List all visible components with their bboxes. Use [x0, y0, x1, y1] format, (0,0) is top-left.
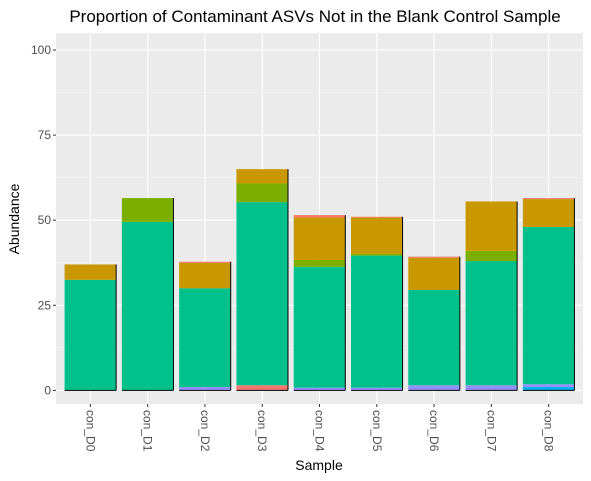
bar-segment — [64, 279, 117, 391]
x-tick-label: con_D2 — [198, 410, 212, 452]
bar-segment — [522, 227, 575, 385]
bar-segment — [236, 183, 288, 203]
x-tick-label: con_D6 — [427, 410, 441, 452]
bar-segment — [522, 199, 575, 228]
bar-segment — [121, 221, 174, 391]
x-axis-title: Sample — [295, 457, 343, 473]
bar-segment — [351, 255, 403, 388]
bar-segment — [408, 257, 460, 290]
bars — [64, 169, 575, 391]
bar-segment — [236, 169, 288, 184]
y-tick-label: 75 — [38, 128, 52, 142]
bar-segment — [179, 261, 231, 263]
bar-segment — [351, 253, 403, 256]
bar-segment — [408, 289, 460, 386]
bar-segment — [236, 202, 288, 386]
bar-segment — [293, 387, 346, 391]
bar-segment — [351, 217, 403, 254]
bar-segment — [351, 216, 403, 218]
bar-segment — [465, 385, 518, 391]
bar-segment — [293, 217, 346, 261]
bar-segment — [408, 385, 460, 391]
y-tick-label: 50 — [38, 213, 52, 227]
x-tick-label: con_D0 — [83, 410, 97, 452]
chart-title: Proportion of Contaminant ASVs Not in th… — [69, 7, 560, 26]
y-tick-label: 100 — [31, 43, 51, 57]
bar-segment — [293, 266, 346, 388]
y-tick-label: 25 — [38, 298, 52, 312]
bar-segment — [522, 198, 575, 200]
bar-segment — [465, 201, 518, 251]
y-axis-title: Abundance — [6, 183, 22, 254]
x-tick-label: con_D7 — [484, 410, 498, 452]
bar-segment — [465, 261, 518, 386]
bar-segment — [64, 264, 117, 280]
bar-segment — [293, 215, 346, 218]
x-tick-label: con_D4 — [313, 410, 327, 452]
x-tick-label: con_D1 — [141, 410, 155, 452]
y-axis-ticks: 0 25 50 75 100 — [31, 43, 56, 397]
bar-segment — [179, 386, 231, 391]
bar-segment — [121, 198, 174, 222]
bar-segment — [293, 260, 346, 267]
bar-segment — [465, 250, 518, 262]
bar-segment — [522, 384, 575, 387]
x-tick-label: con_D8 — [542, 410, 556, 452]
bar-segment — [179, 288, 231, 387]
bar-segment — [351, 387, 403, 391]
bar-segment — [408, 256, 460, 258]
bar-segment — [236, 385, 288, 391]
bar-segment — [522, 386, 575, 391]
y-tick-label: 0 — [44, 383, 51, 397]
x-axis-ticks: con_D0 con_D1 con_D2 con_D3 con_D4 con_D5 con_… — [83, 404, 556, 452]
bar-segment — [179, 262, 231, 289]
x-tick-label: con_D3 — [255, 410, 269, 452]
x-tick-label: con_D5 — [370, 410, 384, 452]
